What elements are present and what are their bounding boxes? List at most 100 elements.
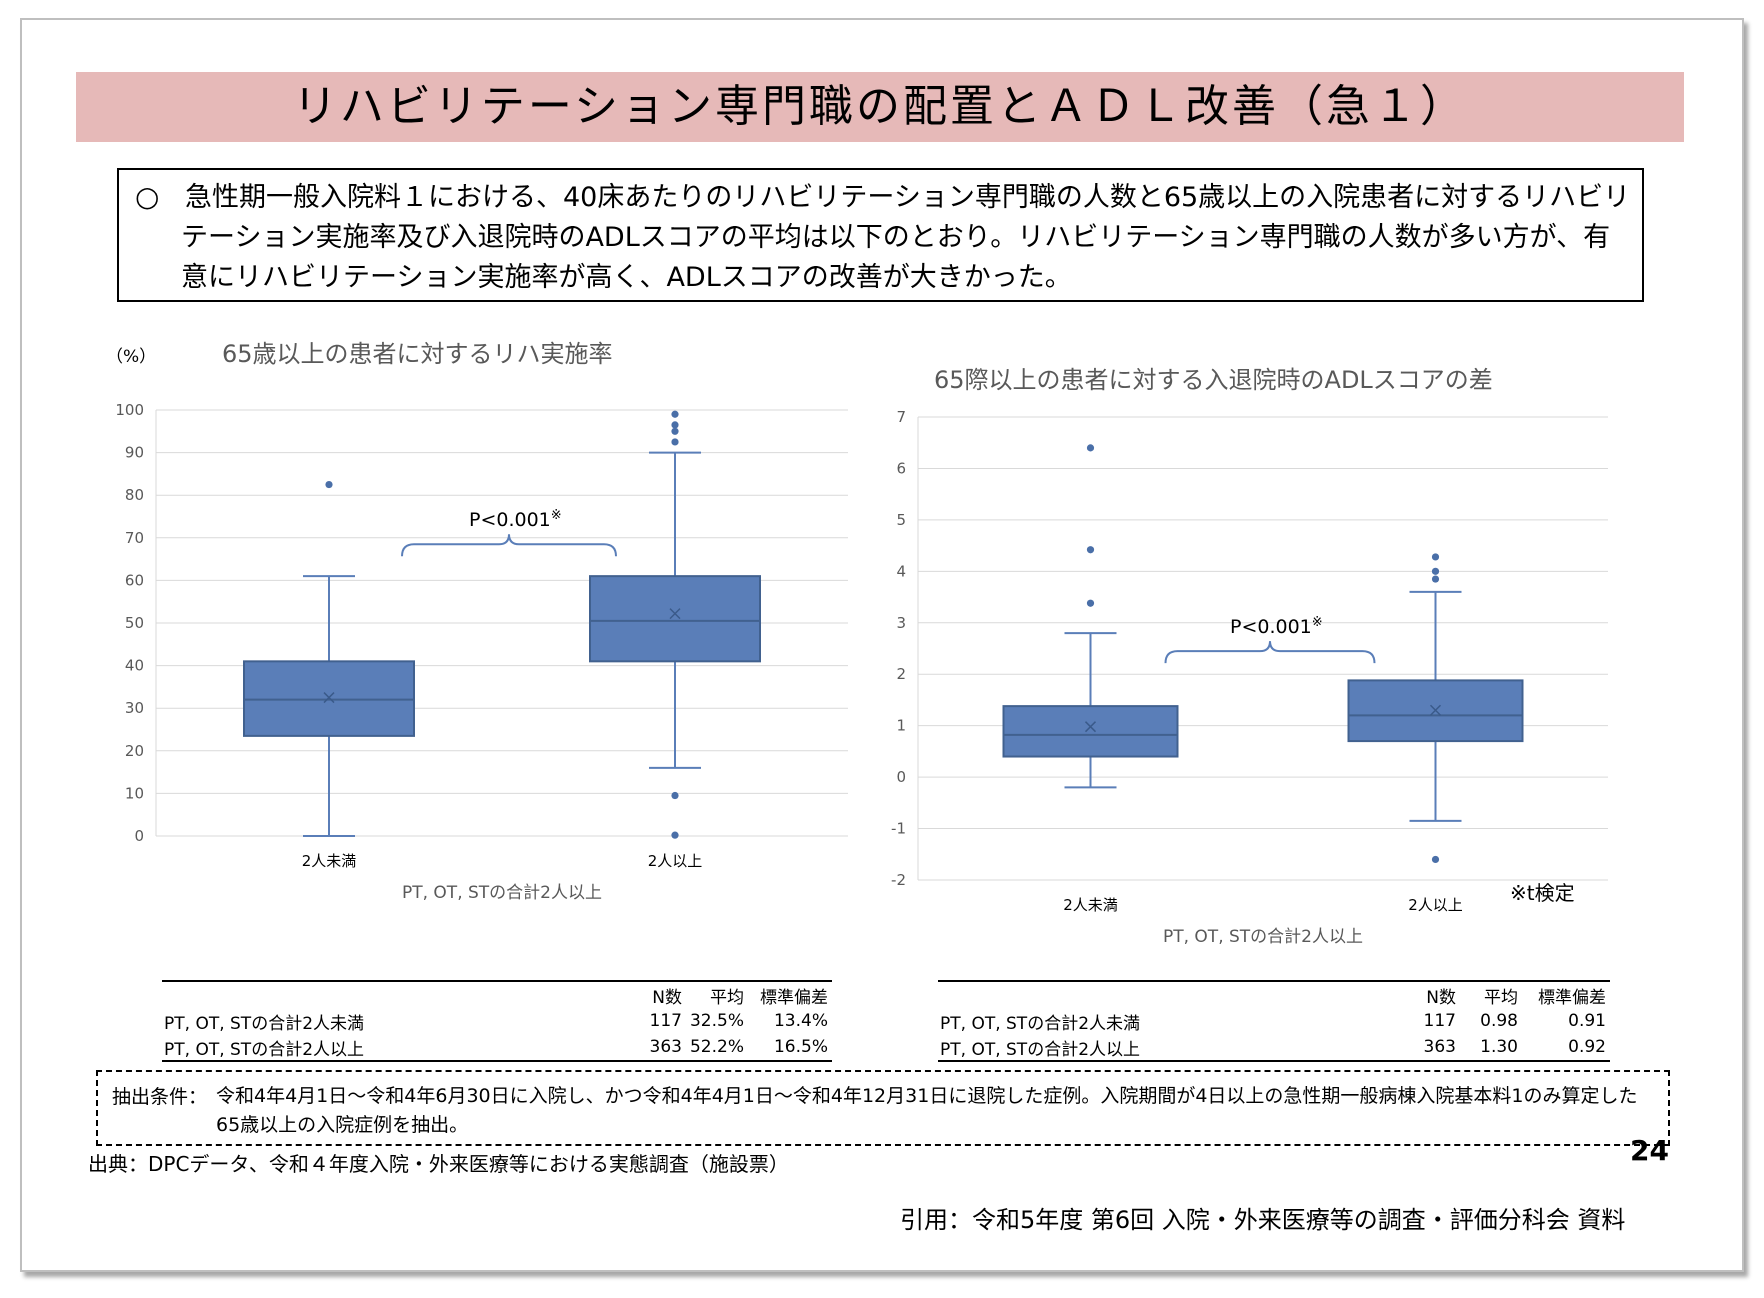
y-tick-label: 80 bbox=[125, 486, 144, 504]
box-2人未満 bbox=[243, 660, 415, 737]
y-tick-label: 1 bbox=[896, 717, 906, 735]
y-tick-label: 50 bbox=[125, 614, 144, 632]
x-tick-label: 2人以上 bbox=[648, 852, 703, 870]
title-bar: リハビリテーション専門職の配置とＡＤＬ改善（急１） bbox=[76, 72, 1684, 142]
y-tick-label: 3 bbox=[896, 614, 906, 632]
test-footnote: ※t検定 bbox=[1510, 881, 1575, 905]
mean-marker bbox=[669, 608, 681, 620]
y-tick-label: 70 bbox=[125, 529, 144, 547]
significance-bracket bbox=[401, 534, 617, 557]
page-number: 24 bbox=[1630, 1134, 1669, 1167]
row-label: PT, OT, STの合計2人以上 bbox=[164, 1039, 365, 1060]
p-value-annotation: P<0.001※ bbox=[469, 508, 562, 531]
x-tick-label: 2人未満 bbox=[302, 852, 357, 870]
significance-bracket bbox=[1164, 641, 1376, 664]
x-axis-label: PT, OT, STの合計2人以上 bbox=[402, 883, 602, 903]
y-tick-label: 4 bbox=[896, 562, 906, 580]
row-n: 363 bbox=[649, 1037, 682, 1057]
y-tick-label: 40 bbox=[125, 657, 144, 675]
row-mean: 1.30 bbox=[1480, 1037, 1518, 1057]
y-tick-label: 100 bbox=[115, 401, 144, 419]
row-sd: 16.5% bbox=[773, 1037, 828, 1057]
chart-title: 65際以上の患者に対する入退院時のADLスコアの差 bbox=[934, 366, 1493, 394]
y-tick-label: 0 bbox=[896, 768, 906, 786]
conditions-label: 抽出条件： bbox=[112, 1086, 208, 1108]
y-tick-label: 30 bbox=[125, 699, 144, 717]
outlier-point bbox=[1086, 599, 1095, 607]
row-sd: 0.92 bbox=[1568, 1037, 1606, 1057]
y-tick-label: 7 bbox=[896, 408, 906, 426]
row-label: PT, OT, STの合計2人以上 bbox=[940, 1039, 1141, 1060]
page-title: リハビリテーション専門職の配置とＡＤＬ改善（急１） bbox=[292, 81, 1468, 132]
outlier-point bbox=[671, 427, 679, 435]
y-tick-label: 20 bbox=[125, 742, 144, 760]
box-2人以上 bbox=[589, 575, 761, 663]
outlier-point bbox=[671, 791, 679, 800]
x-tick-label: 2人以上 bbox=[1408, 896, 1463, 914]
y-tick-label: -2 bbox=[891, 871, 906, 889]
y-tick-label: 5 bbox=[896, 511, 906, 529]
chart-adl-score-diff: 65際以上の患者に対する入退院時のADLスコアの差 -2 -1 0 1 2 3 4 5 6 7 2人未… bbox=[891, 366, 1608, 947]
conditions-text: 令和4年4月1日～令和4年6月30日に入院し、かつ令和4年4月1日～令和4年12… bbox=[216, 1085, 1638, 1136]
outlier-point bbox=[671, 831, 679, 839]
row-mean: 32.5% bbox=[689, 1011, 744, 1031]
row-label: PT, OT, STの合計2人未満 bbox=[164, 1013, 365, 1034]
y-tick-label: -1 bbox=[891, 820, 906, 838]
outlier-point bbox=[1086, 546, 1095, 554]
table-row: PT, OT, STの合計2人以上 363 52.2% 16.5% bbox=[162, 1034, 832, 1061]
source-note: 出典：DPCデータ、令和４年度入院・外来医療等における実態調査（施設票） bbox=[88, 1152, 789, 1176]
y-tick-label: 60 bbox=[125, 571, 144, 589]
y-tick-label: 0 bbox=[134, 827, 144, 845]
table-header-sd: 標準偏差 bbox=[1538, 987, 1606, 1008]
outlier-point bbox=[1086, 444, 1095, 452]
mean-marker bbox=[1429, 704, 1442, 716]
chart-title: 65歳以上の患者に対するリハ実施率 bbox=[222, 340, 613, 368]
outlier-point bbox=[1431, 855, 1440, 864]
row-sd: 0.91 bbox=[1568, 1011, 1606, 1031]
outlier-point bbox=[671, 421, 679, 429]
row-label: PT, OT, STの合計2人未満 bbox=[940, 1013, 1141, 1034]
y-tick-label: 10 bbox=[125, 784, 144, 802]
row-n: 117 bbox=[649, 1011, 682, 1031]
row-mean: 0.98 bbox=[1480, 1011, 1518, 1031]
citation-note: 引用：令和5年度 第6回 入院・外来医療等の調査・評価分科会 資料 bbox=[900, 1206, 1626, 1234]
row-n: 117 bbox=[1423, 1011, 1456, 1031]
outlier-point bbox=[325, 480, 333, 489]
table-header-row: N数 平均 標準偏差 bbox=[162, 981, 832, 1008]
x-axis-label: PT, OT, STの合計2人以上 bbox=[1163, 927, 1363, 947]
stats-table-left: N数 平均 標準偏差 PT, OT, STの合計2人未満 117 32.5% 1… bbox=[162, 980, 832, 1062]
row-mean: 52.2% bbox=[689, 1037, 744, 1057]
outlier-point bbox=[1431, 575, 1440, 583]
outlier-point bbox=[671, 438, 679, 446]
p-value-annotation: P<0.001※ bbox=[1230, 615, 1323, 638]
outlier-point bbox=[671, 410, 679, 418]
mean-marker bbox=[1084, 721, 1097, 733]
table-header-empty bbox=[938, 981, 1396, 1008]
table-row: PT, OT, STの合計2人以上 363 1.30 0.92 bbox=[938, 1034, 1610, 1061]
summary-text: 急性期一般入院料１における、40床あたりのリハビリテーション専門職の人数と65歳… bbox=[181, 182, 1631, 293]
y-axis-label: （%） bbox=[106, 347, 156, 367]
table-header-row: N数 平均 標準偏差 bbox=[938, 981, 1610, 1008]
extraction-conditions-box: 抽出条件： 令和4年4月1日～令和4年6月30日に入院し、かつ令和4年4月1日～… bbox=[96, 1070, 1670, 1146]
table-header-sd: 標準偏差 bbox=[760, 987, 828, 1008]
stats-table-right: N数 平均 標準偏差 PT, OT, STの合計2人未満 117 0.98 0.… bbox=[938, 980, 1610, 1062]
bullet-circle-icon: ○ bbox=[135, 180, 160, 213]
table-header-n: N数 bbox=[1426, 987, 1456, 1008]
y-tick-label: 6 bbox=[896, 459, 906, 477]
y-tick-label: 90 bbox=[125, 444, 144, 462]
x-tick-label: 2人未満 bbox=[1063, 896, 1118, 914]
chart-rehab-rate: 65歳以上の患者に対するリハ実施率 （%） 0 10 20 30 40 50 60 70 80 90 1… bbox=[106, 340, 848, 903]
row-n: 363 bbox=[1423, 1037, 1456, 1057]
table-header-n: N数 bbox=[652, 987, 682, 1008]
mean-marker bbox=[323, 692, 335, 704]
table-header-mean: 平均 bbox=[709, 987, 744, 1008]
table-row: PT, OT, STの合計2人未満 117 32.5% 13.4% bbox=[162, 1008, 832, 1034]
row-sd: 13.4% bbox=[773, 1011, 828, 1031]
box-2人未満 bbox=[1002, 705, 1179, 758]
table-header-mean: 平均 bbox=[1484, 987, 1518, 1008]
slide-frame bbox=[20, 18, 1744, 1272]
outlier-point bbox=[1431, 553, 1440, 561]
outlier-point bbox=[1431, 567, 1440, 575]
y-tick-label: 2 bbox=[896, 665, 906, 683]
table-header-empty bbox=[162, 981, 622, 1008]
